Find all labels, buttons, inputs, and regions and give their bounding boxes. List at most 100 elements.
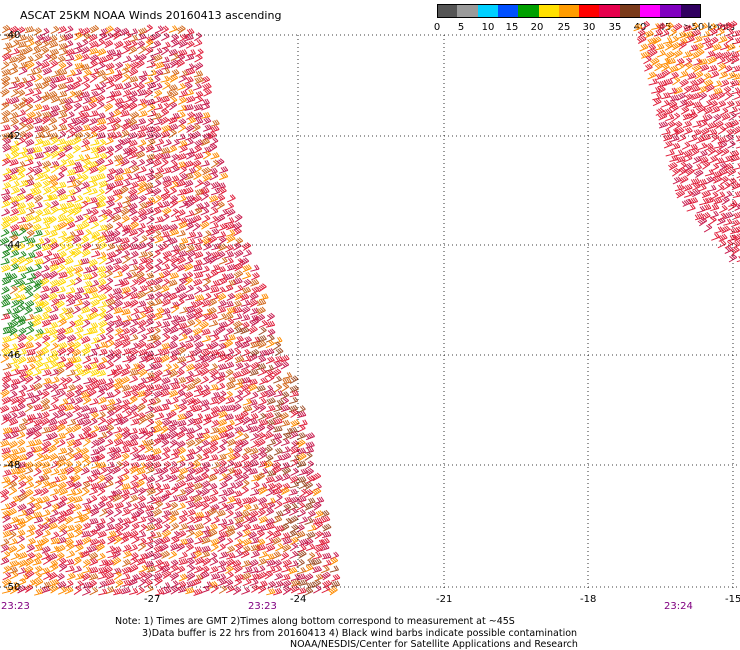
wind-barb: [18, 67, 28, 76]
wind-barb: [114, 327, 124, 336]
wind-barb: [160, 108, 170, 118]
wind-barb: [708, 64, 718, 72]
wind-barb: [273, 515, 283, 524]
wind-barb: [153, 89, 163, 98]
wind-barb: [178, 346, 187, 356]
wind-barb: [96, 327, 106, 337]
wind-barb: [151, 375, 162, 384]
wind-barb: [119, 185, 129, 195]
wind-barb: [225, 396, 235, 404]
wind-barb: [146, 98, 156, 106]
wind-barb: [41, 166, 51, 175]
wind-barb: [88, 311, 99, 321]
wind-barb: [1, 447, 11, 455]
wind-barb: [122, 300, 132, 309]
wind-barb: [0, 538, 10, 547]
wind-barb: [81, 536, 92, 545]
wind-barb: [96, 369, 107, 377]
wind-barb: [88, 130, 98, 139]
wind-barb: [175, 59, 185, 68]
wind-barb: [234, 521, 244, 531]
wind-barb: [120, 122, 131, 132]
wind-barb: [193, 565, 203, 574]
wind-barb: [131, 363, 141, 370]
note-line-1: Note: 1) Times are GMT 2)Times along bot…: [115, 616, 515, 627]
wind-barb: [249, 412, 259, 421]
wind-barb: [66, 481, 76, 490]
wind-barb: [171, 39, 180, 48]
wind-barb: [128, 286, 138, 295]
wind-barb: [24, 256, 34, 266]
wind-barb: [193, 111, 204, 120]
wind-barb: [72, 503, 82, 512]
wind-barb: [290, 458, 299, 468]
wind-barb: [33, 460, 43, 470]
wind-barb: [56, 573, 65, 582]
wind-barb: [105, 586, 115, 595]
wind-barb: [95, 94, 106, 104]
wind-barb: [709, 155, 718, 164]
wind-barb: [98, 466, 108, 476]
wind-barb: [25, 451, 34, 461]
wind-barb: [226, 306, 237, 314]
wind-barb: [122, 81, 132, 90]
wind-barb: [257, 335, 267, 343]
wind-barb: [146, 236, 155, 245]
wind-barb: [210, 405, 220, 414]
wind-barb: [35, 238, 45, 246]
wind-barb: [56, 367, 65, 377]
wind-barb: [41, 160, 52, 169]
wind-barb: [80, 235, 90, 245]
wind-barb: [169, 199, 178, 209]
wind-barb: [185, 572, 196, 582]
wind-barb: [32, 67, 42, 75]
wind-barb: [266, 497, 276, 505]
wind-barb: [152, 508, 163, 517]
wind-barb: [3, 460, 13, 468]
wind-barb: [161, 298, 171, 307]
wind-barb: [57, 181, 67, 189]
wind-barb: [274, 572, 284, 581]
wind-barb: [114, 179, 124, 188]
wind-barb: [106, 409, 115, 419]
wind-barb: [80, 293, 90, 301]
wind-barb: [176, 389, 186, 399]
wind-barb: [696, 205, 706, 214]
wind-barb: [104, 572, 115, 581]
wind-barb: [249, 361, 260, 371]
wind-barb: [66, 249, 76, 259]
wind-barb: [128, 271, 138, 280]
wind-barb: [235, 502, 244, 512]
wind-barb: [97, 164, 107, 174]
wind-barb: [90, 138, 100, 146]
wind-barb: [119, 27, 130, 36]
wind-barb: [191, 130, 201, 140]
wind-barb: [290, 409, 299, 418]
wind-barb: [105, 495, 115, 504]
wind-barb: [184, 276, 193, 286]
wind-barb: [73, 265, 84, 274]
wind-barb: [7, 545, 18, 554]
wind-barb: [233, 586, 242, 596]
wind-barb: [702, 160, 711, 170]
wind-barb: [241, 348, 251, 357]
wind-barb: [307, 524, 317, 532]
wind-barb: [10, 431, 19, 440]
wind-barb: [16, 166, 26, 176]
wind-barb: [107, 131, 117, 139]
wind-barb: [160, 230, 170, 238]
wind-barb: [693, 35, 703, 44]
wind-barb: [241, 242, 252, 251]
wind-barb: [74, 287, 85, 294]
wind-barb: [57, 404, 67, 413]
wind-barb: [217, 453, 227, 461]
wind-barb: [121, 167, 132, 175]
wind-barb: [64, 426, 74, 435]
wind-barb: [96, 188, 105, 197]
wind-barb: [216, 382, 226, 391]
wind-barb: [710, 163, 720, 172]
wind-barb: [113, 432, 123, 442]
wind-barb: [48, 174, 58, 183]
wind-barb: [40, 313, 50, 321]
wind-barb: [138, 570, 147, 580]
